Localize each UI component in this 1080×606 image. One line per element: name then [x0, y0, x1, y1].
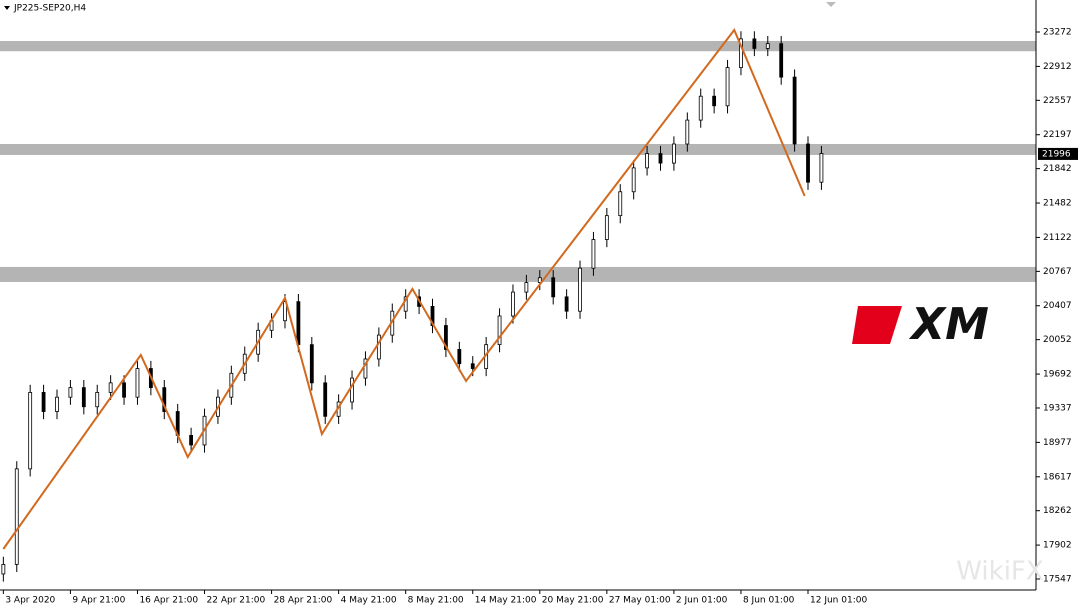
candle-body — [779, 43, 784, 78]
candle-body — [122, 382, 126, 398]
candle-body — [296, 301, 301, 346]
x-tick-label: 8 Jun 01:00 — [743, 596, 795, 606]
candle-body — [712, 95, 717, 107]
candle-body — [725, 67, 730, 107]
y-tick-label: 17547 — [1043, 575, 1072, 585]
candle-body — [645, 153, 649, 169]
candle-body — [685, 119, 690, 145]
y-tick-label: 21122 — [1043, 233, 1072, 243]
candle-body — [511, 291, 515, 317]
y-tick-label: 17902 — [1043, 541, 1072, 551]
candle-body — [323, 382, 328, 417]
last-price-label: 21996 — [1042, 149, 1071, 159]
candle-body — [135, 368, 140, 398]
candle-body — [403, 296, 408, 312]
y-tick-label: 21482 — [1043, 199, 1072, 209]
y-tick-label: 23272 — [1043, 28, 1072, 38]
candle-body — [430, 306, 435, 326]
y-tick-label: 20767 — [1043, 267, 1072, 277]
candle-body — [591, 239, 596, 269]
y-tick-label: 19337 — [1043, 403, 1072, 413]
support-resistance-zone — [0, 266, 1036, 282]
x-tick-label: 8 May 21:00 — [408, 596, 464, 606]
brand-logo: XM — [852, 299, 989, 350]
x-tick-label: 22 Apr 21:00 — [207, 596, 266, 606]
x-tick-label: 2 Jun 01:00 — [676, 596, 728, 606]
candle-body — [81, 387, 86, 408]
y-tick-label: 20407 — [1043, 301, 1072, 311]
shift-marker — [826, 2, 836, 7]
candle-body — [604, 215, 609, 240]
watermark: WikiFX — [956, 557, 1043, 587]
y-tick-label: 20052 — [1043, 335, 1072, 345]
last-price-box — [1038, 147, 1078, 160]
candle-body — [41, 392, 46, 412]
candle-body — [658, 153, 663, 164]
candle-body — [108, 382, 113, 393]
candle-body — [564, 296, 569, 312]
chart-title: JP225-SEP20,H4 — [13, 4, 86, 14]
x-tick-label: 14 May 21:00 — [475, 596, 537, 606]
y-tick-label: 22912 — [1043, 62, 1072, 72]
x-tick-label: 12 Jun 01:00 — [810, 596, 867, 606]
zigzag-line — [2, 28, 806, 550]
y-tick-label: 22557 — [1043, 96, 1072, 106]
y-tick-label: 18977 — [1043, 438, 1072, 448]
candle-body — [792, 76, 797, 145]
candle-body — [806, 143, 810, 183]
x-tick-label: 4 May 21:00 — [341, 596, 397, 606]
logo-mark — [852, 306, 902, 344]
x-tick-label: 16 Apr 21:00 — [139, 596, 198, 606]
candle-body — [309, 344, 314, 384]
x-tick-label: 3 Apr 2020 — [5, 596, 55, 606]
candle-body — [363, 358, 368, 379]
candle-body — [537, 277, 542, 283]
candle-body — [618, 191, 623, 217]
candle-body — [551, 277, 556, 298]
support-resistance-zone — [0, 143, 1036, 155]
candle-body — [68, 387, 73, 398]
candle-body — [672, 143, 676, 164]
candle-body — [444, 325, 448, 350]
candle-body — [28, 392, 33, 470]
candle-body — [162, 387, 167, 412]
candle-body — [14, 468, 19, 565]
y-tick-label: 22197 — [1043, 130, 1072, 140]
candle-body — [819, 153, 824, 183]
x-tick-label: 27 May 01:00 — [609, 596, 671, 606]
candle-body — [55, 396, 59, 412]
candle-body — [376, 334, 381, 360]
y-tick-label: 21842 — [1043, 164, 1072, 174]
y-tick-label: 19692 — [1043, 370, 1072, 380]
candle-body — [350, 377, 354, 403]
candle-body — [497, 315, 502, 346]
y-tick-label: 18262 — [1043, 506, 1072, 516]
candle-body — [698, 95, 703, 121]
candle-body — [189, 435, 194, 446]
candle-body — [524, 282, 529, 293]
candle-body — [765, 43, 770, 49]
candle-body — [95, 392, 100, 408]
x-tick-label: 20 May 21:00 — [542, 596, 604, 606]
y-tick-label: 18617 — [1043, 472, 1072, 482]
candle-body — [1, 563, 6, 575]
x-tick-label: 28 Apr 21:00 — [274, 596, 333, 606]
x-tick-label: 9 Apr 21:00 — [72, 596, 125, 606]
logo-text: XM — [908, 299, 989, 350]
candle-body — [457, 349, 462, 365]
symbol-menu-arrow[interactable] — [4, 6, 10, 10]
candle-body — [470, 363, 475, 369]
candle-body — [578, 267, 582, 312]
candle-body — [752, 38, 757, 49]
support-resistance-zone — [0, 40, 1036, 52]
candle-body — [631, 167, 636, 193]
candle-body — [739, 38, 743, 68]
